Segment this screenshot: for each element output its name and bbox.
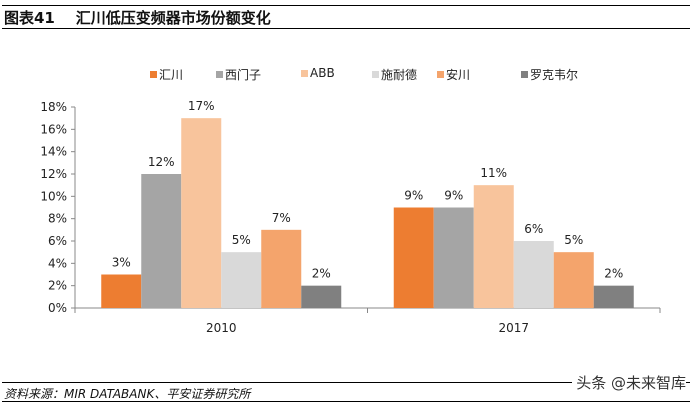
y-tick-label: 12% xyxy=(40,167,67,181)
bar xyxy=(593,285,634,308)
legend-swatch xyxy=(216,71,223,78)
y-tick-label: 16% xyxy=(40,122,67,136)
legend-swatch xyxy=(521,71,528,78)
y-tick-label: 6% xyxy=(48,234,67,248)
y-tick-label: 18% xyxy=(40,100,67,114)
data-label: 2% xyxy=(312,267,331,281)
bar xyxy=(101,274,142,308)
y-tick-label: 8% xyxy=(48,212,67,226)
data-label: 9% xyxy=(444,189,463,203)
legend-swatch xyxy=(372,71,379,78)
source-note: 资料来源：MIR DATABANK、平安证券研究所 xyxy=(4,387,251,401)
legend-label: 汇川 xyxy=(159,68,184,82)
data-label: 6% xyxy=(524,222,543,236)
top-rule xyxy=(2,5,690,6)
data-label: 7% xyxy=(272,211,291,225)
bar xyxy=(473,185,514,308)
bar xyxy=(301,285,342,308)
watermark: 头条 @未来智库 xyxy=(572,372,686,393)
bar xyxy=(221,252,262,308)
bar xyxy=(513,241,554,308)
bar xyxy=(181,118,222,309)
figure-title-text: 汇川低压变频器市场份额变化 xyxy=(75,9,271,27)
bar xyxy=(393,207,434,308)
data-label: 5% xyxy=(232,233,251,247)
y-tick-label: 10% xyxy=(40,189,67,203)
title-rule xyxy=(2,28,690,29)
y-tick-label: 0% xyxy=(48,301,67,315)
data-label: 9% xyxy=(404,189,423,203)
legend-label: 安川 xyxy=(446,68,471,82)
legend-label: 施耐德 xyxy=(381,68,418,82)
legend-item: 罗克韦尔 xyxy=(521,66,578,83)
data-label: 5% xyxy=(564,233,583,247)
legend-item: 汇川 xyxy=(150,66,183,83)
legend-item: ABB xyxy=(301,66,335,80)
data-label: 17% xyxy=(188,99,215,113)
legend-swatch xyxy=(150,71,157,78)
legend-item: 施耐德 xyxy=(372,66,417,83)
figure-title: 图表41 汇川低压变频器市场份额变化 xyxy=(4,7,271,28)
data-label: 2% xyxy=(604,267,623,281)
y-tick-label: 4% xyxy=(48,256,67,270)
data-label: 12% xyxy=(148,155,175,169)
legend-swatch xyxy=(301,69,308,77)
bar xyxy=(261,229,302,308)
bar xyxy=(553,252,594,308)
y-tick-label: 2% xyxy=(48,279,67,293)
legend-label: ABB xyxy=(310,66,335,80)
source-rule-top xyxy=(2,382,690,383)
data-label: 11% xyxy=(480,166,507,180)
legend-label: 西门子 xyxy=(225,68,262,82)
bar xyxy=(141,174,182,308)
bar xyxy=(433,207,474,308)
figure-number: 图表41 xyxy=(4,9,55,27)
x-tick-label: 2010 xyxy=(206,321,237,335)
source-rule-bottom xyxy=(2,401,690,402)
data-label: 3% xyxy=(112,256,131,270)
y-tick-label: 14% xyxy=(40,145,67,159)
x-tick-label: 2017 xyxy=(498,321,529,335)
legend-item: 西门子 xyxy=(216,66,261,83)
legend-label: 罗克韦尔 xyxy=(530,68,579,82)
legend-item: 安川 xyxy=(437,66,470,83)
legend-swatch xyxy=(437,71,444,78)
